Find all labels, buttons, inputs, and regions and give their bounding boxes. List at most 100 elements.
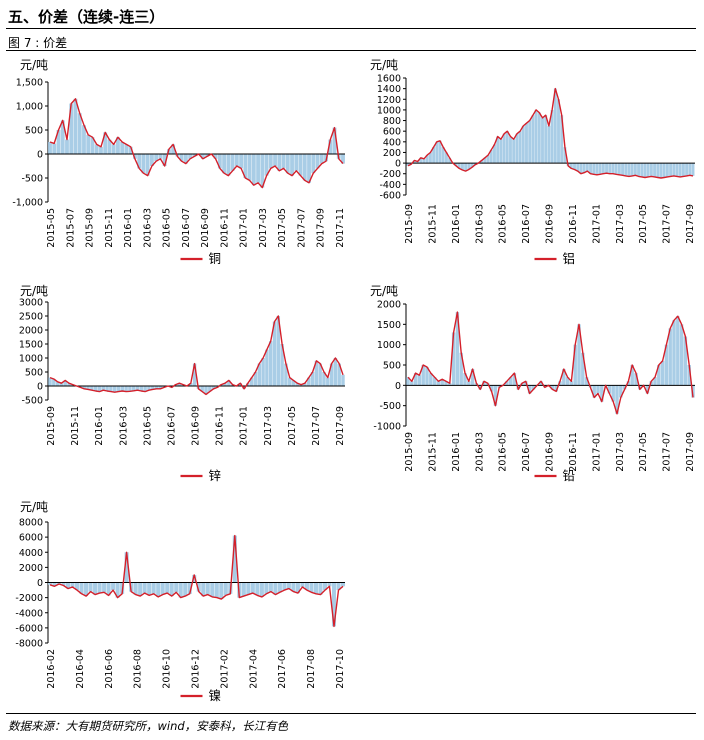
- x-tick-label: 2017-02: [219, 649, 230, 689]
- area-bar: [143, 386, 147, 392]
- figure-caption: 图 7 : 价差: [8, 36, 68, 50]
- area-bar: [653, 163, 657, 177]
- y-tick-label: 2000: [19, 326, 43, 337]
- area-bar: [608, 163, 612, 174]
- area-bar: [318, 363, 322, 386]
- area-bar: [111, 582, 116, 591]
- area-bar: [150, 154, 154, 166]
- chart-zinc: 元/吨 3000 2500 2000 1500 1000 500 0 -500 2015-09 20…: [0, 282, 350, 492]
- area-bar: [331, 582, 337, 627]
- area-bar: [573, 163, 576, 170]
- x-tick-label: 2016-07: [521, 204, 532, 244]
- area-bar: [478, 385, 482, 390]
- legend-label: 锌: [209, 468, 222, 483]
- y-tick-label: 0: [37, 150, 43, 161]
- section-title: 五、价差（连续-连三）: [8, 8, 165, 26]
- area-bar: [97, 582, 102, 594]
- series-line: [49, 534, 344, 628]
- area-bar: [581, 352, 585, 386]
- area-bar: [579, 163, 583, 174]
- area-bar: [226, 154, 231, 176]
- area-bar: [75, 582, 80, 591]
- area-bar: [493, 144, 496, 164]
- x-tick-label: 2016-01: [123, 208, 134, 248]
- area-bar: [607, 385, 612, 394]
- area-bar: [489, 385, 494, 392]
- chart-copper: 元/吨 1,500 1,000 500 0 -500 -1,000 2015-05 2015-0…: [0, 56, 350, 276]
- area-bar: [582, 163, 586, 173]
- x-tick-label: 2016-07: [166, 406, 177, 446]
- area-bar: [332, 127, 337, 154]
- legend-label: 铝: [563, 251, 576, 266]
- series-line: [49, 98, 344, 189]
- area-bar: [322, 582, 327, 591]
- y-tick-label: 800: [383, 116, 401, 127]
- y-tick-label: 1000: [19, 354, 43, 365]
- chart-lead: 元/吨 2000 1500 1000 500 0 -500 -1000 2015-09 2015-…: [350, 282, 704, 492]
- x-tick-label: 2017-10: [335, 649, 346, 689]
- area-bar: [435, 141, 439, 164]
- area-bar: [467, 163, 471, 170]
- area-bar: [268, 154, 273, 169]
- area-bar: [300, 582, 305, 588]
- area-bar: [255, 582, 260, 596]
- area-bar: [147, 386, 151, 391]
- area-bar: [303, 383, 307, 386]
- area-bar: [489, 149, 493, 164]
- area-bar: [257, 363, 261, 386]
- y-tick-label: 6000: [19, 533, 43, 544]
- area-bar: [640, 163, 644, 177]
- area-bar: [311, 154, 316, 174]
- area-bar: [653, 377, 657, 386]
- area-bar: [63, 380, 67, 386]
- area-bar: [201, 582, 206, 597]
- chart-aluminium: 元/吨 1600 1400 1200 1000 800 600 400 200 0 -200 -400…: [350, 56, 704, 276]
- area-bar: [419, 157, 423, 164]
- area-bar: [102, 582, 107, 593]
- area-bar: [463, 373, 467, 386]
- area-bar: [142, 582, 147, 594]
- area-bar: [52, 582, 57, 587]
- x-tick-label: 2015-09: [404, 432, 415, 472]
- area-bar: [340, 582, 346, 587]
- area-bar: [527, 385, 532, 394]
- area-bar: [662, 163, 666, 178]
- area-bar: [124, 552, 129, 583]
- area-bar: [659, 163, 663, 178]
- area-bar: [90, 386, 94, 391]
- area-bar: [52, 379, 56, 386]
- area-bar: [106, 582, 111, 596]
- area-bar: [66, 582, 71, 589]
- area-bar: [304, 582, 309, 591]
- y-tick-label: -1,000: [12, 198, 43, 209]
- area-bar: [562, 369, 566, 386]
- area-bar: [457, 163, 461, 169]
- area-bar: [451, 332, 456, 386]
- area-bar: [204, 386, 208, 395]
- legend-label: 铜: [209, 251, 222, 266]
- area-bar: [627, 163, 631, 177]
- x-tick-label: 2015-09: [46, 406, 57, 446]
- area-bar: [315, 154, 320, 169]
- area-bar: [328, 139, 333, 154]
- area-bar: [656, 163, 660, 178]
- area-bar: [179, 154, 184, 162]
- area-bar: [669, 163, 673, 177]
- area-bar: [683, 336, 688, 386]
- area-bar: [634, 373, 638, 386]
- area-bar: [425, 155, 429, 164]
- area-bar: [246, 383, 250, 386]
- area-bar: [313, 582, 318, 594]
- y-tick-label: 0: [395, 381, 401, 392]
- x-tick-label: 2015-11: [104, 208, 115, 248]
- area-bar: [295, 383, 300, 386]
- area-bar: [132, 386, 136, 391]
- y-tick-label: -1000: [373, 422, 401, 433]
- area-bar: [133, 154, 137, 159]
- area-bar: [560, 115, 564, 164]
- area-bar: [211, 386, 216, 389]
- x-tick-label: 2016-01: [451, 432, 462, 472]
- y-tick-label: 200: [383, 148, 401, 159]
- area-bar: [93, 386, 98, 392]
